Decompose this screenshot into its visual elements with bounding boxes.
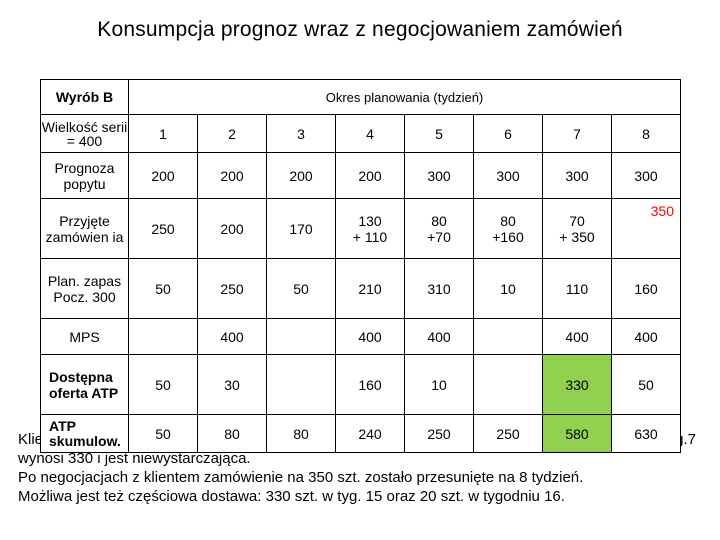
orders-cell: 80 +70: [404, 198, 474, 259]
stock-cell: 250: [197, 258, 267, 319]
moved-order-value: 350: [650, 203, 674, 219]
orders-cell: 130 + 110: [335, 198, 405, 259]
weeks-row: Wielkość serii = 400 1 2 3 4 5 6 7 8: [40, 114, 681, 153]
row-label-orders: Przyjęte zamówien ia: [40, 198, 129, 259]
atp-cum-cell: 80: [197, 414, 267, 453]
atp-cum-cell: 240: [335, 414, 405, 453]
forecast-cell: 200: [128, 152, 198, 199]
forecast-cell: 200: [335, 152, 405, 199]
product-name: Wyrób B: [40, 79, 129, 115]
stock-cell: 50: [266, 258, 336, 319]
stock-cell: 310: [404, 258, 474, 319]
atp-cum-cell: 250: [473, 414, 543, 453]
mps-table: Wyrób B Okres planowania (tydzień) Wielk…: [40, 79, 681, 453]
week-cell: 6: [473, 114, 543, 153]
forecast-cell: 300: [404, 152, 474, 199]
table-row: Dostępna oferta ATP 50 30 160 10 330 50: [40, 354, 681, 415]
row-label-mps: MPS: [40, 318, 129, 355]
week-cell: 4: [335, 114, 405, 153]
note-line-4: Możliwa jest też częściowa dostawa: 330 …: [18, 488, 565, 505]
notes-block: Klie g.7 wynosi 330 i jest niewystarczaj…: [18, 430, 718, 506]
atp-cell: 10: [404, 354, 474, 415]
mps-cell: 400: [542, 318, 612, 355]
table-row: Plan. zapas Pocz. 300 50 250 50 210 310 …: [40, 258, 681, 319]
mps-cell: 400: [335, 318, 405, 355]
atp-cum-cell: 630: [611, 414, 681, 453]
atp-cell: 160: [335, 354, 405, 415]
week-cell: 2: [197, 114, 267, 153]
week-cell: 8: [611, 114, 681, 153]
atp-cell: [473, 354, 543, 415]
mps-cell: [473, 318, 543, 355]
forecast-cell: 200: [266, 152, 336, 199]
table-row: Prognoza popytu 200 200 200 200 300 300 …: [40, 152, 681, 199]
stock-cell: 50: [128, 258, 198, 319]
atp-cell: [266, 354, 336, 415]
forecast-cell: 300: [542, 152, 612, 199]
note-line-2: wynosi 330 i jest niewystarczająca.: [18, 450, 251, 467]
week-cell: 3: [266, 114, 336, 153]
forecast-cell: 200: [197, 152, 267, 199]
note-line-3: Po negocjacjach z klientem zamówienie na…: [18, 469, 584, 486]
row-label-forecast: Prognoza popytu: [40, 152, 129, 199]
mps-cell: 400: [611, 318, 681, 355]
orders-cell: 170: [266, 198, 336, 259]
forecast-cell: 300: [473, 152, 543, 199]
table-row: Przyjęte zamówien ia 250 200 170 130 + 1…: [40, 198, 681, 259]
row-label-planned-stock: Plan. zapas Pocz. 300: [40, 258, 129, 319]
stock-cell: 10: [473, 258, 543, 319]
mps-cell: 400: [197, 318, 267, 355]
orders-cell: 200: [197, 198, 267, 259]
mps-cell: 400: [404, 318, 474, 355]
atp-cum-cell: 80: [266, 414, 336, 453]
table-row: ATP skumulow. 50 80 80 240 250 250 580 6…: [40, 414, 681, 453]
forecast-cell: 300: [611, 152, 681, 199]
orders-cell: 70 + 350: [542, 198, 612, 259]
stock-cell: 110: [542, 258, 612, 319]
atp-cum-cell: 250: [404, 414, 474, 453]
stock-cell: 160: [611, 258, 681, 319]
mps-cell: [128, 318, 198, 355]
atp-cell: 50: [128, 354, 198, 415]
table-row: MPS 400 400 400 400 400: [40, 318, 681, 355]
period-header: Okres planowania (tydzień): [128, 79, 681, 115]
week-cell: 1: [128, 114, 198, 153]
atp-cell: 50: [611, 354, 681, 415]
header-row: Wyrób B Okres planowania (tydzień): [40, 79, 681, 115]
orders-cell: 250: [128, 198, 198, 259]
mps-cell: [266, 318, 336, 355]
note-line-1-left: Klie: [18, 431, 44, 448]
atp-cum-cell-highlighted: 580: [542, 414, 612, 453]
week-cell: 5: [404, 114, 474, 153]
atp-cell-highlighted: 330: [542, 354, 612, 415]
batch-size-label: Wielkość serii = 400: [40, 114, 129, 153]
row-label-atp: Dostępna oferta ATP: [40, 354, 129, 415]
atp-cell: 30: [197, 354, 267, 415]
stock-cell: 210: [335, 258, 405, 319]
week-cell: 7: [542, 114, 612, 153]
atp-cum-cell: 50: [128, 414, 198, 453]
slide-title: Konsumpcja prognoz wraz z negocjowaniem …: [97, 18, 623, 41]
orders-cell-moved: 350: [611, 198, 681, 259]
row-label-atp-cumulative: ATP skumulow.: [40, 414, 129, 453]
orders-cell: 80 +160: [473, 198, 543, 259]
